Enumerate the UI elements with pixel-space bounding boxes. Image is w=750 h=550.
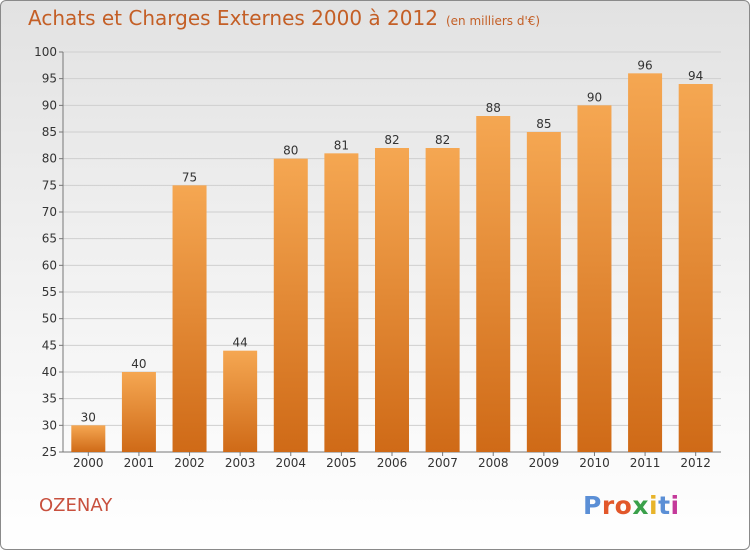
y-tick-label: 25: [42, 445, 57, 459]
x-tick-label-2004: 2004: [275, 456, 306, 470]
logo-letter: P: [583, 491, 602, 520]
y-tick-label: 65: [42, 232, 57, 246]
data-label-2000: 30: [81, 410, 96, 424]
data-label-2005: 81: [334, 138, 349, 152]
y-tick-label: 100: [34, 45, 57, 59]
y-tick-label: 80: [42, 152, 57, 166]
town-name: OZENAY: [39, 495, 113, 516]
x-tick-label-2007: 2007: [427, 456, 458, 470]
data-label-2006: 82: [384, 133, 399, 147]
logo-letter: o: [614, 491, 633, 520]
y-tick-label: 50: [42, 312, 57, 326]
y-tick-label: 60: [42, 258, 57, 272]
logo-letter: t: [658, 491, 671, 520]
bar-2012: [678, 84, 713, 452]
x-tick-label-2006: 2006: [377, 456, 408, 470]
y-tick-label: 75: [42, 178, 57, 192]
bar-2004: [273, 158, 308, 452]
bar-2010: [577, 105, 612, 452]
y-tick-label: 40: [42, 365, 57, 379]
x-tick-label-2001: 2001: [124, 456, 155, 470]
bar-2006: [375, 148, 409, 452]
y-tick-label: 90: [42, 98, 57, 112]
data-label-2004: 80: [283, 144, 298, 158]
proxiti-logo[interactable]: Proxiti: [583, 491, 680, 520]
bar-2003: [223, 350, 258, 452]
data-label-2002: 75: [182, 170, 197, 184]
bar-2009: [526, 132, 561, 452]
y-tick-label: 85: [42, 125, 57, 139]
x-tick-label-2003: 2003: [225, 456, 256, 470]
y-tick-label: 30: [42, 418, 57, 432]
logo-letter: r: [601, 491, 615, 520]
bar-2007: [425, 148, 460, 452]
logo-letter: i: [670, 491, 680, 520]
y-tick-label: 35: [42, 392, 57, 406]
x-tick-label-2002: 2002: [174, 456, 205, 470]
x-tick-label-2000: 2000: [73, 456, 104, 470]
bar-2008: [476, 116, 511, 452]
logo-letter: x: [632, 491, 649, 520]
x-tick-label-2009: 2009: [529, 456, 560, 470]
data-label-2001: 40: [131, 357, 146, 371]
logo-letter: i: [649, 491, 659, 520]
chart-unit: (en milliers d'€): [445, 14, 541, 28]
data-label-2012: 94: [688, 69, 703, 83]
y-tick-label: 95: [42, 72, 57, 86]
chart-title-text: Achats et Charges Externes 2000 à 2012: [28, 6, 438, 30]
data-label-2009: 85: [536, 117, 551, 131]
bar-2000: [71, 425, 106, 452]
x-tick-label-2010: 2010: [579, 456, 610, 470]
bar-2001: [121, 372, 156, 452]
bar-2011: [628, 73, 663, 452]
data-label-2008: 88: [486, 101, 501, 115]
data-label-2003: 44: [233, 336, 248, 350]
data-label-2010: 90: [587, 90, 602, 104]
bar-2002: [172, 185, 207, 453]
y-tick-label: 70: [42, 205, 57, 219]
x-tick-label-2012: 2012: [680, 456, 711, 470]
data-label-2007: 82: [435, 133, 450, 147]
x-tick-label-2011: 2011: [630, 456, 661, 470]
chart-title: Achats et Charges Externes 2000 à 2012 (e…: [28, 6, 540, 30]
y-tick-label: 55: [42, 285, 57, 299]
x-tick-label-2005: 2005: [326, 456, 357, 470]
bar-2005: [324, 153, 359, 453]
bars: [71, 73, 713, 453]
labels: 30 2000 40 2001 75 2002 44 2003 80 2004 81 2005 82 20…: [73, 58, 711, 470]
x-tick-label-2008: 2008: [478, 456, 509, 470]
y-tick-label: 45: [42, 338, 57, 352]
data-label-2011: 96: [637, 58, 652, 72]
